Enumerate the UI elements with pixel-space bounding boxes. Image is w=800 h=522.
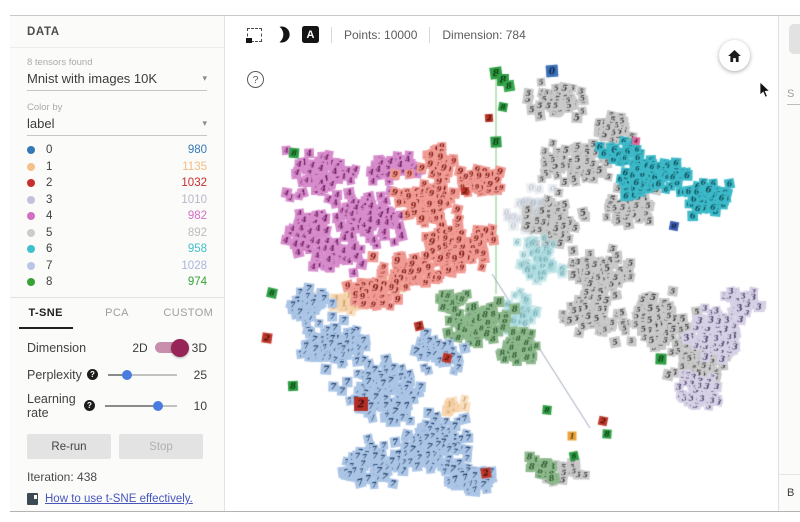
learning-rate-label: Learning rate [27,391,76,420]
app-window: DATA 8 tensors found Mnist with images 1… [10,15,800,512]
home-icon [728,49,741,62]
legend-count: 974 [187,276,207,289]
label-legend: 0 980 1 1135 2 1032 3 1010 4 982 5 892 6 958 7 1028 8 974 [10,136,224,293]
legend-label: 0 [46,144,53,157]
legend-count: 1135 [182,160,207,173]
legend-color-dot [27,162,35,171]
projection-tabs: T-SNE PCA CUSTOM [10,296,224,329]
legend-count: 958 [187,243,207,256]
dimension-count: Dimension: 784 [442,27,526,42]
tensor-count-label: 8 tensors found [27,57,93,68]
learning-rate-slider-thumb[interactable] [153,400,164,411]
legend-item[interactable]: 2 1032 [27,175,207,192]
legend-label: 7 [46,259,53,272]
dimension-3d-label[interactable]: 3D [191,340,207,355]
legend-item[interactable]: 8 974 [27,274,207,291]
legend-count: 1032 [181,177,207,190]
bookmarks-label-cropped: B [787,487,795,499]
legend-item[interactable]: 7 1028 [27,258,207,275]
reset-view-button[interactable] [719,40,750,71]
tab-pca[interactable]: PCA [105,307,129,319]
dimension-2d-label[interactable]: 2D [132,340,148,355]
color-by-select[interactable]: label ▾ [27,113,207,136]
legend-count: 1028 [181,259,207,272]
legend-color-dot [27,195,35,204]
learning-rate-value: 10 [193,398,207,413]
legend-color-dot [27,228,35,237]
perplexity-slider-thumb[interactable] [122,369,133,380]
inspector-panel: S B [778,16,800,511]
chevron-down-icon: ▾ [202,118,207,128]
toolbar-divider [429,26,431,43]
tensor-select[interactable]: Mnist with images 10K ▾ [27,68,207,91]
help-icon[interactable]: ? [247,71,264,88]
color-by-label: Color by [27,102,63,113]
legend-item[interactable]: 3 1010 [27,192,207,209]
projection-toolbar: A Points: 10000 Dimension: 784 [246,26,526,43]
legend-label: 4 [46,210,53,223]
legend-label: 5 [46,226,53,239]
tab-t-sne[interactable]: T-SNE [10,298,81,329]
toolbar-divider [331,26,332,43]
legend-color-dot [27,261,35,270]
book-icon [27,493,38,506]
legend-label: 8 [46,276,53,289]
stop-button[interactable]: Stop [119,434,203,460]
legend-label: 6 [46,243,53,256]
dimension-label: Dimension [27,340,87,355]
legend-label: 2 [46,177,53,190]
legend-color-dot [27,278,35,287]
data-panel: DATA 8 tensors found Mnist with images 1… [10,16,225,511]
legend-count: 1010 [181,193,207,206]
perplexity-value: 25 [193,367,207,382]
tab-custom[interactable]: CUSTOM [163,307,214,319]
projection-canvas[interactable] [225,16,777,511]
night-mode-icon[interactable] [274,26,290,43]
projection-area: A Points: 10000 Dimension: 784 ? [225,16,778,511]
legend-count: 980 [187,144,207,157]
toggle-knob[interactable] [170,338,189,357]
legend-label: 3 [46,193,53,206]
search-underline [787,104,800,105]
panel-divider [779,474,800,475]
perplexity-label: Perplexity [27,367,82,382]
legend-count: 892 [187,226,207,239]
legend-item[interactable]: 1 1135 [27,159,207,176]
iteration-counter: Iteration: 438 [27,470,98,485]
legend-item[interactable]: 4 982 [27,208,207,225]
tensor-select-value: Mnist with images 10K [27,71,158,86]
learning-rate-help-icon[interactable]: ? [84,400,95,412]
data-panel-title: DATA [10,16,224,48]
box-select-icon[interactable] [246,27,262,43]
rerun-button[interactable]: Re-run [27,434,111,460]
legend-label: 1 [46,160,53,173]
points-count: Points: 10000 [344,27,418,42]
legend-item[interactable]: 0 980 [27,142,207,159]
learning-rate-slider[interactable] [105,400,177,411]
color-by-select-value: label [27,116,55,131]
dimension-toggle[interactable] [154,338,189,357]
search-label-cropped: S [787,88,795,100]
tsne-help-link[interactable]: How to use t-SNE effectively. [45,493,193,506]
labels-toggle-icon[interactable]: A [302,26,319,43]
legend-color-dot [27,146,35,155]
perplexity-help-icon[interactable]: ? [86,369,98,380]
legend-item[interactable]: 5 892 [27,225,207,242]
legend-color-dot [27,212,35,221]
chevron-down-icon: ▾ [202,73,207,83]
legend-count: 982 [187,210,207,223]
perplexity-slider[interactable] [107,369,177,380]
legend-color-dot [27,179,35,188]
panel-button[interactable] [789,24,800,54]
legend-color-dot [27,245,35,254]
legend-item[interactable]: 6 958 [27,241,207,258]
